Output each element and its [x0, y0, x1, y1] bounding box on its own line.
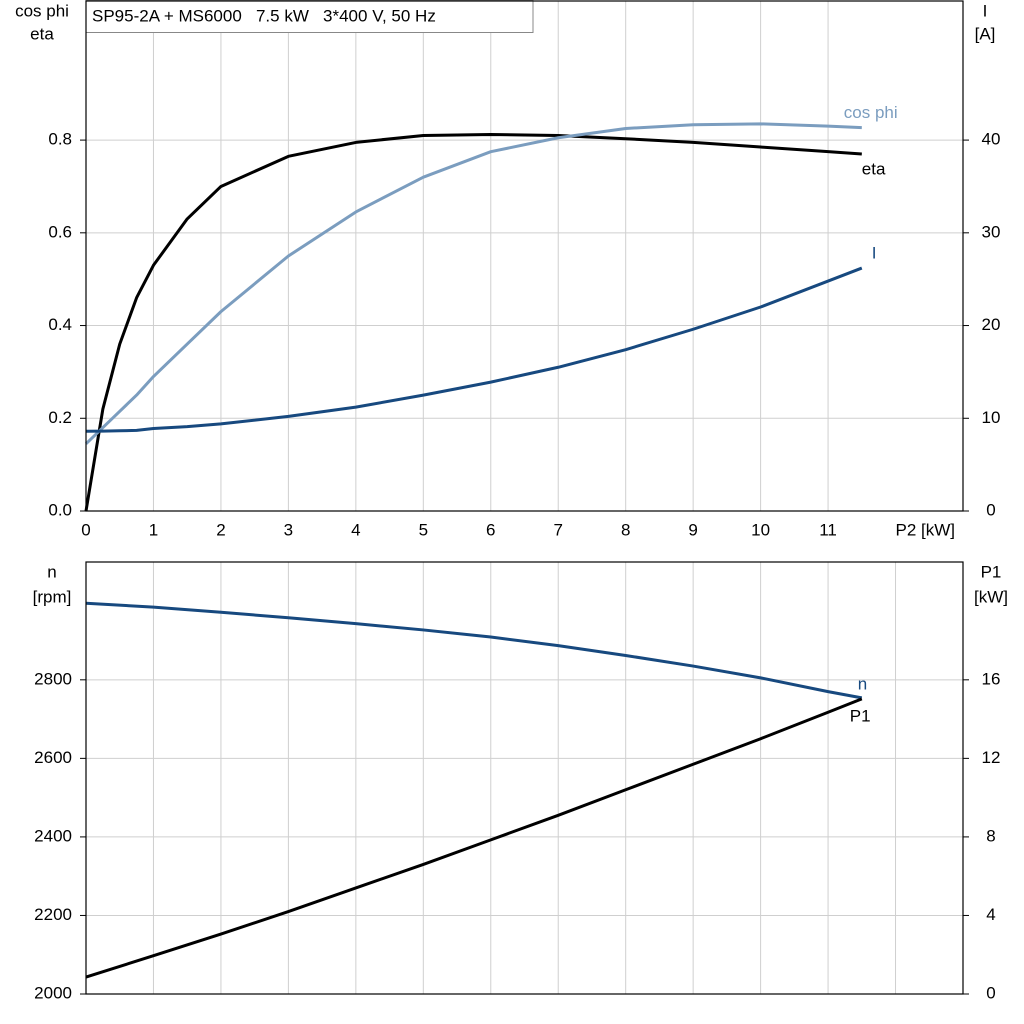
x-tick-label: 0	[81, 520, 90, 539]
y2-tick-label: 16	[982, 669, 1001, 688]
y2-axis-label: P1	[981, 562, 1002, 581]
y-axis-label: [rpm]	[33, 587, 72, 606]
y-axis-label: n	[47, 562, 56, 581]
x-tick-label: 5	[419, 520, 428, 539]
x-tick-label: 8	[621, 520, 630, 539]
y2-axis-label: [A]	[975, 24, 996, 43]
series-line	[84, 122, 862, 445]
y-tick-label: 0.4	[48, 315, 72, 334]
x-tick-label: 11	[819, 520, 837, 539]
y-tick-label: 2200	[34, 905, 72, 924]
series-line	[84, 133, 862, 512]
y-tick-label: 0.0	[48, 500, 72, 519]
series-label: P1	[850, 706, 871, 725]
y-tick-label: 0.2	[48, 408, 72, 427]
y-tick-label: 2400	[34, 826, 72, 845]
y-tick-label: 0.6	[48, 222, 72, 241]
y2-tick-label: 4	[986, 905, 995, 924]
chart-title: SP95-2A + MS6000 7.5 kW 3*400 V, 50 Hz	[92, 6, 436, 25]
series-line	[85, 697, 863, 979]
y-tick-label: 2000	[34, 983, 72, 1002]
x-tick-label: 6	[486, 520, 495, 539]
series-line	[85, 266, 863, 433]
y2-tick-label: 10	[982, 408, 1001, 427]
y2-axis-label: [kW]	[974, 587, 1008, 606]
plot-frame	[85, 561, 964, 995]
grid-layer	[85, 1, 963, 995]
y2-tick-label: 0	[986, 983, 995, 1002]
y2-tick-label: 12	[982, 748, 1001, 767]
plot-frame	[85, 0, 964, 512]
y-axis-label: eta	[30, 24, 54, 43]
series-label: eta	[862, 159, 886, 178]
y2-tick-label: 20	[982, 315, 1001, 334]
x-tick-label: 7	[553, 520, 562, 539]
series-line	[85, 601, 863, 700]
x-tick-label: 9	[688, 520, 697, 539]
y2-axis-label: I	[983, 1, 988, 20]
x-axis-label: P2 [kW]	[895, 520, 955, 539]
y-tick-label: 0.8	[48, 130, 72, 149]
x-tick-label: 2	[216, 520, 225, 539]
x-tick-label: 4	[351, 520, 360, 539]
y2-tick-label: 40	[982, 130, 1001, 149]
series-label: cos phi	[844, 103, 898, 122]
x-tick-label: 10	[751, 520, 770, 539]
series-label: n	[858, 674, 867, 693]
x-tick-label: 3	[284, 520, 293, 539]
y-axis-label: cos phi	[15, 1, 69, 20]
mark-layer	[84, 122, 863, 979]
series-label: I	[872, 244, 877, 263]
y2-tick-label: 0	[986, 500, 995, 519]
y-tick-label: 2600	[34, 748, 72, 767]
x-tick-label: 1	[149, 520, 158, 539]
y2-tick-label: 8	[986, 826, 995, 845]
y2-tick-label: 30	[982, 222, 1001, 241]
y-tick-label: 2800	[34, 669, 72, 688]
